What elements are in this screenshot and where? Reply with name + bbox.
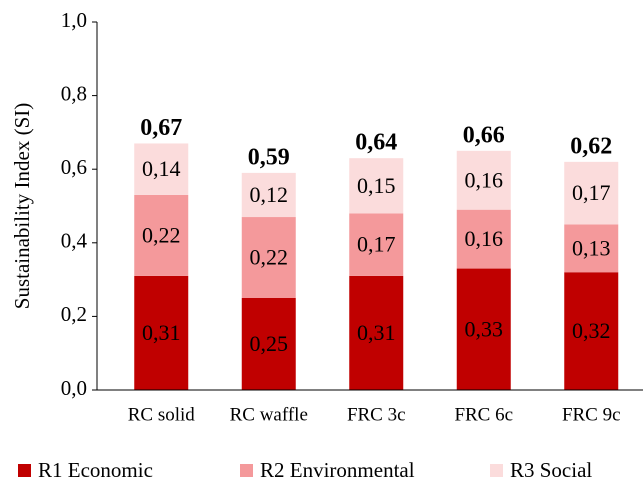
bar-segment: [349, 275, 404, 390]
legend-label: R3 Social: [510, 458, 592, 482]
legend-swatch: [240, 464, 253, 477]
bar-segment: [564, 224, 619, 273]
value-label: 0,12: [250, 182, 289, 207]
bar-segment: [564, 272, 619, 390]
legend-swatch: [18, 464, 31, 477]
x-tick-label: RC solid: [128, 404, 196, 425]
y-tick-label: 0,6: [61, 155, 87, 179]
value-label: 0,13: [572, 235, 611, 260]
total-label: 0,66: [463, 122, 505, 148]
bar-segment: [241, 172, 296, 218]
bar-segment: [134, 275, 189, 390]
x-tick-label: FRC 9c: [562, 404, 621, 425]
y-tick-label: 0,8: [61, 81, 87, 105]
value-label: 0,17: [572, 180, 611, 205]
y-tick-label: 1,0: [61, 8, 87, 32]
value-label: 0,17: [357, 232, 396, 257]
value-label: 0,31: [142, 320, 181, 345]
value-label: 0,33: [465, 316, 504, 341]
value-label: 0,22: [142, 222, 181, 247]
value-label: 0,16: [465, 226, 504, 251]
legend-label: R1 Economic: [38, 458, 153, 482]
value-label: 0,16: [465, 167, 504, 192]
x-tick-label: RC waffle: [230, 404, 308, 425]
legend-swatch: [490, 464, 503, 477]
y-tick-label: 0,4: [61, 229, 88, 253]
total-label: 0,59: [248, 144, 290, 170]
bar-segment: [134, 143, 189, 195]
y-tick-label: 0,2: [61, 302, 87, 326]
total-label: 0,64: [355, 130, 397, 156]
bar-segment: [134, 194, 189, 276]
total-label: 0,67: [140, 115, 182, 141]
bar-segment: [241, 298, 296, 390]
x-tick-label: FRC 6c: [454, 404, 513, 425]
bar-segment: [349, 158, 404, 214]
bar-segment: [456, 268, 511, 390]
value-label: 0,15: [357, 173, 396, 198]
bar-segment: [456, 209, 511, 269]
value-label: 0,25: [250, 331, 289, 356]
value-label: 0,32: [572, 318, 611, 343]
y-tick-label: 0,0: [61, 376, 87, 400]
bar-segment: [564, 161, 619, 225]
x-tick-label: FRC 3c: [347, 404, 406, 425]
y-axis-label: Sustainability Index (SI): [10, 103, 34, 309]
total-label: 0,62: [570, 133, 612, 159]
value-label: 0,31: [357, 320, 396, 345]
bar-segment: [241, 217, 296, 298]
bar-segment: [456, 150, 511, 210]
bar-segment: [349, 213, 404, 276]
value-label: 0,22: [250, 245, 289, 270]
legend-label: R2 Environmental: [260, 458, 415, 482]
value-label: 0,14: [142, 156, 181, 181]
